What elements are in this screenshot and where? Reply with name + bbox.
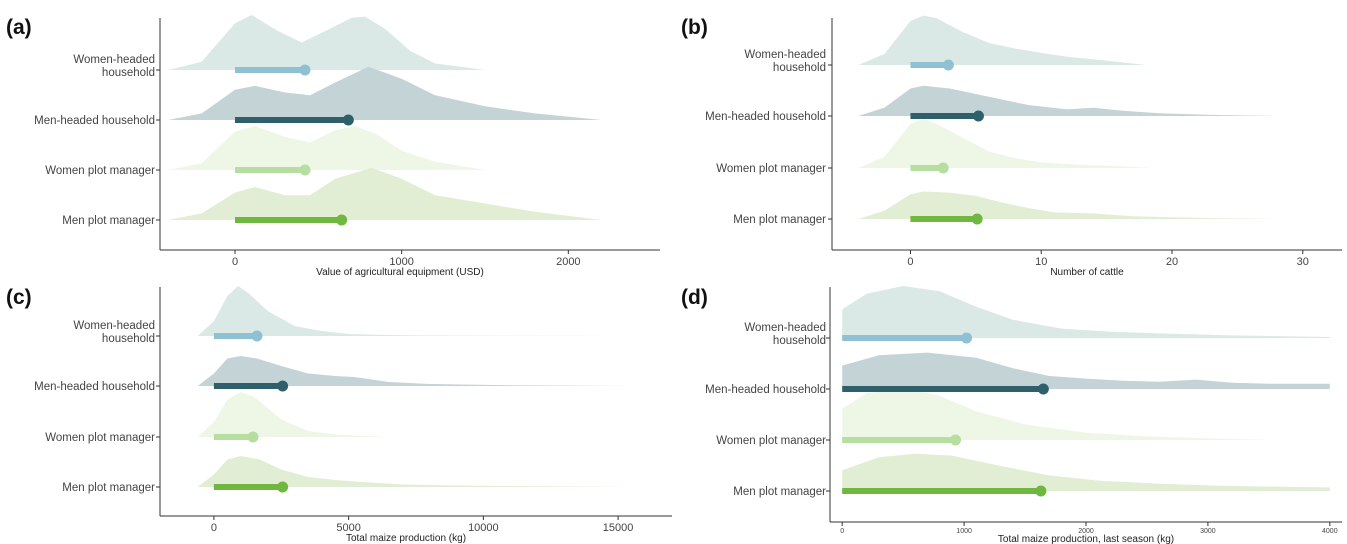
density-ridge: [197, 356, 632, 386]
category-label: Men-headed household: [705, 384, 826, 396]
x-tick-label: 15000: [603, 522, 634, 534]
density-ridge: [842, 453, 1330, 491]
mean-point: [336, 214, 348, 226]
mean-point: [251, 330, 263, 342]
category-label: Men-headed household: [34, 381, 155, 393]
mean-point: [1037, 383, 1049, 395]
mean-point: [247, 431, 259, 443]
category-label: Men-headed household: [34, 115, 155, 127]
x-tick-label: 3000: [1200, 528, 1216, 535]
mean-point: [277, 481, 289, 493]
density-ridge: [168, 167, 602, 220]
mean-point: [277, 380, 289, 392]
x-tick-label: 10: [1035, 256, 1047, 268]
density-ridge: [842, 388, 1269, 440]
x-axis-title: Number of cattle: [1050, 267, 1124, 278]
density-ridge: [168, 15, 486, 70]
x-axis-title: Value of agricultural equipment (USD): [316, 267, 484, 278]
density-ridge: [168, 66, 602, 120]
density-ridge: [168, 126, 486, 170]
x-tick-label: 1000: [956, 528, 972, 535]
density-ridge: [197, 456, 632, 487]
category-label: Men plot manager: [733, 214, 826, 226]
density-ridge: [858, 191, 1277, 219]
panel-c: (c) Women-headed household Men-headed house…: [6, 286, 672, 544]
x-tick-label: 0: [232, 256, 238, 268]
mean-point: [299, 64, 311, 76]
panel-b: (b) Women-headed household Men-headed house…: [681, 15, 1342, 278]
category-label: Women-headed household: [73, 54, 155, 79]
x-tick-label: 10000: [468, 522, 499, 534]
category-label: Men plot manager: [62, 482, 155, 494]
x-axis-title: Total maize production (kg): [346, 533, 466, 544]
x-tick-label: 2000: [556, 256, 580, 268]
x-tick-label: 0: [211, 522, 217, 534]
mean-point: [961, 332, 973, 344]
panel-letter: (a): [6, 16, 32, 39]
panel-a: (a) Women-headed household Men-headed house…: [6, 15, 660, 278]
category-label: Men-headed household: [705, 111, 826, 123]
panel-d: (d) Women-headed household Men-headed house…: [681, 286, 1342, 544]
category-label: Women-headed household: [744, 49, 826, 74]
mean-point: [950, 434, 962, 446]
mean-point: [1035, 485, 1047, 497]
mean-point: [972, 110, 984, 122]
category-label: Women-headed household: [73, 320, 155, 345]
x-tick-label: 0: [907, 256, 913, 268]
x-tick-label: 1000: [389, 256, 413, 268]
x-tick-label: 0: [840, 528, 844, 535]
x-tick-label: 20: [1166, 256, 1178, 268]
category-label: Women plot manager: [45, 432, 155, 444]
x-axis-title: Total maize production, last season (kg): [998, 534, 1174, 544]
x-tick-label: 5000: [336, 522, 360, 534]
density-ridge: [842, 286, 1330, 338]
density-ridge: [858, 85, 1277, 116]
category-label: Women-headed household: [744, 322, 826, 347]
density-ridge: [858, 118, 1153, 168]
x-tick-label: 2000: [1078, 528, 1094, 535]
x-tick-label: 4000: [1322, 528, 1338, 535]
category-label: Women plot manager: [716, 435, 826, 447]
mean-point: [971, 213, 983, 225]
panel-letter: (b): [681, 16, 708, 39]
category-label: Women plot manager: [45, 165, 155, 177]
mean-point: [937, 162, 949, 174]
density-ridge: [842, 352, 1330, 389]
category-label: Women plot manager: [716, 163, 826, 175]
density-ridge: [197, 392, 390, 437]
mean-point: [299, 164, 311, 176]
category-label: Men plot manager: [62, 215, 155, 227]
x-tick-label: 30: [1297, 256, 1309, 268]
density-ridge: [197, 286, 632, 336]
panel-letter: (c): [6, 286, 32, 309]
density-ridge: [858, 15, 1146, 65]
category-label: Men plot manager: [733, 486, 826, 498]
mean-point: [942, 59, 954, 71]
mean-point: [342, 114, 354, 126]
panel-letter: (d): [681, 286, 708, 309]
